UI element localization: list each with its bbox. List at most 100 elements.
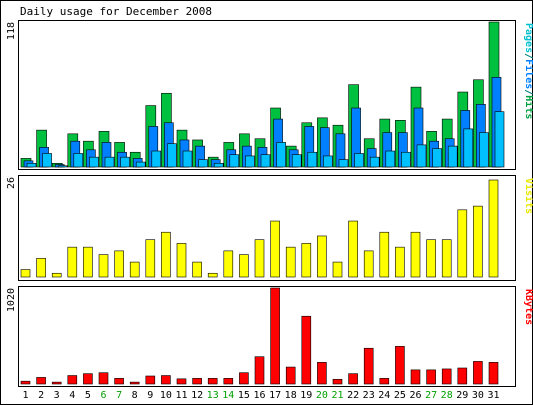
bar-visits-day-12	[192, 261, 202, 278]
bar-visits-day-7	[114, 250, 124, 278]
bar-pages-day-10	[167, 143, 177, 168]
bar-kbytes-day-11	[176, 378, 187, 385]
bar-visits-day-19	[301, 243, 312, 278]
x-axis-day-label-27: 27	[425, 390, 437, 401]
bar-pages-day-22	[354, 153, 364, 168]
legend-segment: Files	[523, 59, 533, 89]
x-axis-day-label-24: 24	[378, 390, 390, 401]
bar-pages-day-21	[338, 159, 349, 168]
x-axis-day-label-13: 13	[207, 390, 219, 401]
bar-visits-day-27	[426, 239, 436, 278]
x-axis-day-label-9: 9	[147, 390, 153, 401]
bar-pages-day-9	[151, 150, 162, 168]
bar-visits-day-25	[395, 246, 405, 278]
bar-kbytes-day-18	[285, 366, 296, 385]
bar-visits-day-20	[317, 235, 327, 278]
bar-pages-day-16	[260, 154, 271, 168]
bar-pages-day-1	[26, 163, 37, 168]
bar-pages-day-12	[198, 159, 208, 168]
bar-pages-day-17	[276, 142, 286, 168]
bar-pages-day-29	[463, 128, 474, 168]
bar-kbytes-day-2	[36, 377, 46, 385]
bar-kbytes-day-15	[239, 372, 249, 385]
x-axis-day-label-20: 20	[316, 390, 328, 401]
bar-pages-day-18	[291, 154, 302, 168]
bar-kbytes-day-23	[363, 347, 374, 385]
legend-3: KBytes	[523, 289, 533, 325]
x-axis-day-label-11: 11	[175, 390, 187, 401]
legend-segment: Pages	[523, 23, 533, 53]
bar-kbytes-day-3	[51, 381, 62, 385]
x-axis-day-label-8: 8	[132, 390, 138, 401]
x-axis-day-label-4: 4	[69, 390, 75, 401]
bar-pages-day-8	[135, 161, 146, 168]
bar-pages-day-31	[494, 111, 505, 168]
bar-kbytes-day-26	[410, 369, 421, 385]
bar-visits-day-16	[254, 239, 265, 278]
bar-pages-day-20	[323, 155, 333, 168]
bar-kbytes-day-21	[332, 378, 343, 385]
x-axis-day-label-6: 6	[100, 390, 106, 401]
bar-kbytes-day-19	[301, 315, 312, 385]
bar-kbytes-day-28	[441, 368, 452, 385]
bar-visits-day-26	[410, 231, 421, 278]
x-axis-day-label-31: 31	[487, 390, 499, 401]
x-axis-day-label-7: 7	[116, 390, 122, 401]
legend-segment: Visits	[523, 178, 533, 214]
bar-pages-day-11	[182, 150, 193, 168]
y-axis-max-label-3: 1020	[6, 288, 17, 312]
bar-pages-day-2	[42, 153, 52, 168]
bar-visits-day-31	[488, 179, 499, 278]
bar-pages-day-27	[432, 148, 442, 168]
bar-pages-day-4	[73, 153, 84, 168]
bar-pages-day-7	[120, 156, 130, 168]
bar-pages-day-26	[416, 144, 427, 168]
x-axis-day-label-14: 14	[222, 390, 234, 401]
bar-kbytes-day-25	[395, 346, 405, 385]
bar-kbytes-day-27	[426, 369, 436, 385]
bar-kbytes-day-17	[270, 287, 280, 385]
x-axis-day-label-26: 26	[409, 390, 421, 401]
bar-visits-day-28	[441, 239, 452, 278]
x-axis-day-label-25: 25	[394, 390, 406, 401]
bar-pages-day-19	[307, 151, 318, 168]
panel-frame-3	[18, 286, 516, 387]
bar-visits-day-29	[457, 209, 468, 278]
bar-pages-day-14	[229, 154, 240, 168]
legend-segment: /	[523, 53, 533, 59]
bar-pages-day-15	[245, 155, 255, 168]
bar-visits-day-10	[161, 231, 171, 278]
legend-segment: KBytes	[523, 289, 533, 325]
x-axis-day-label-15: 15	[238, 390, 250, 401]
bar-visits-day-1	[20, 269, 31, 278]
bar-kbytes-day-8	[129, 381, 140, 385]
x-axis-day-label-30: 30	[472, 390, 484, 401]
y-axis-max-label-1: 118	[6, 22, 17, 40]
bar-visits-day-24	[379, 231, 390, 278]
panel-frame-2	[18, 175, 516, 281]
bar-kbytes-day-6	[98, 372, 109, 385]
bar-pages-day-23	[369, 156, 380, 168]
bar-kbytes-day-5	[83, 373, 93, 385]
bar-pages-day-30	[479, 132, 489, 168]
x-axis-day-label-5: 5	[85, 390, 91, 401]
bar-kbytes-day-16	[254, 356, 265, 385]
legend-segment: Hits	[523, 95, 533, 119]
x-axis-day-label-3: 3	[54, 390, 60, 401]
bar-kbytes-day-7	[114, 378, 124, 385]
bar-visits-day-5	[83, 246, 93, 278]
bar-pages-day-28	[447, 145, 458, 168]
bar-visits-day-4	[67, 246, 78, 278]
bar-pages-day-24	[385, 150, 396, 168]
bar-kbytes-day-29	[457, 367, 468, 385]
x-axis-day-label-10: 10	[160, 390, 172, 401]
bar-visits-day-6	[98, 254, 109, 278]
x-axis-day-label-17: 17	[269, 390, 281, 401]
bar-kbytes-day-30	[473, 361, 483, 385]
bar-kbytes-day-24	[379, 378, 390, 385]
bar-kbytes-day-9	[145, 375, 156, 385]
bar-visits-day-21	[332, 261, 343, 278]
bar-visits-day-11	[176, 243, 187, 278]
